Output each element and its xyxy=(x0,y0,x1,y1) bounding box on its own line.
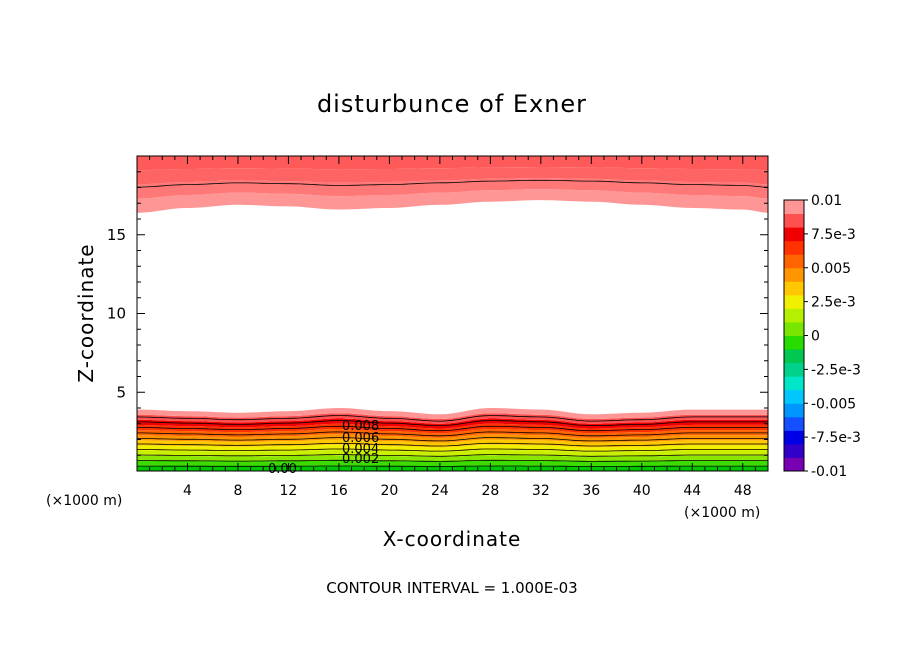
contour-line xyxy=(137,459,768,462)
colorbar-label: 0 xyxy=(811,329,820,345)
contour-line xyxy=(137,454,768,457)
colorbar-swatch xyxy=(784,362,804,377)
colorbar-swatch xyxy=(784,416,804,431)
colorbar-swatch xyxy=(784,403,804,418)
x-tick-label: 44 xyxy=(683,483,701,499)
y-tick-label: 5 xyxy=(116,383,126,401)
colorbar-swatch xyxy=(784,389,804,404)
colorbar-swatch xyxy=(784,376,804,391)
colorbar-label: 2.5e-3 xyxy=(811,295,856,311)
contour-band xyxy=(137,423,768,434)
contour-band xyxy=(137,178,768,199)
x-tick-label: 4 xyxy=(183,483,192,499)
contour-line xyxy=(137,425,768,432)
contour-label: 0.00 xyxy=(268,462,297,477)
chart-title: disturbunce of Exner xyxy=(317,90,587,118)
colorbar-swatch xyxy=(784,321,804,336)
x-tick-label: 12 xyxy=(280,483,298,499)
colorbar-label: -7.5e-3 xyxy=(811,430,861,446)
contour-band xyxy=(137,455,768,462)
x-tick-label: 36 xyxy=(582,483,600,499)
colorbar-swatch xyxy=(784,213,804,228)
colorbar-swatch xyxy=(784,294,804,309)
contour-band xyxy=(137,189,768,213)
x-unit-label-left: (×1000 m) xyxy=(46,493,122,509)
colorbar-swatch xyxy=(784,349,804,364)
contour-line xyxy=(137,437,768,442)
colorbar-swatch xyxy=(784,254,804,269)
x-tick-label: 16 xyxy=(330,483,348,499)
contour-band xyxy=(137,408,768,419)
plot-area xyxy=(137,156,768,471)
colorbar xyxy=(784,200,804,472)
contour-band xyxy=(137,418,768,429)
x-tick-label: 20 xyxy=(380,483,398,499)
contour-band xyxy=(137,167,768,185)
colorbar-swatch xyxy=(784,457,804,472)
colorbar-label: -0.01 xyxy=(811,464,847,480)
x-tick-label: 32 xyxy=(532,483,550,499)
contour-line xyxy=(137,179,768,188)
y-tick-label: 15 xyxy=(107,226,126,244)
contour-line xyxy=(137,465,768,467)
x-axis-ticks: 4 8 12 16 20 24 28 32 36 40 44 48 xyxy=(149,156,756,499)
x-axis-label: X-coordinate xyxy=(383,527,522,551)
colorbar-swatch xyxy=(784,267,804,282)
contour-label: 0.008 xyxy=(342,419,379,434)
colorbar-swatch xyxy=(784,443,804,458)
contour-line xyxy=(137,442,768,447)
contour-line xyxy=(137,448,768,452)
contour-label: 0.006 xyxy=(342,431,379,446)
x-tick-label: 28 xyxy=(481,483,499,499)
colorbar-swatch xyxy=(784,430,804,445)
contour-label: 0.004 xyxy=(342,442,379,457)
contour-label: 0.002 xyxy=(342,452,379,467)
colorbar-swatch xyxy=(784,240,804,255)
x-tick-label: 40 xyxy=(633,483,651,499)
colorbar-swatch xyxy=(784,308,804,323)
x-tick-label: 48 xyxy=(734,483,752,499)
colorbar-swatch xyxy=(784,200,804,215)
colorbar-label: 0.005 xyxy=(811,261,851,277)
contour-band xyxy=(137,460,768,467)
colorbar-label: 7.5e-3 xyxy=(811,227,856,243)
colorbar-swatch xyxy=(784,281,804,296)
contour-band xyxy=(137,156,768,171)
colorbar-labels: -0.01 -7.5e-3 -0.005 -2.5e-3 0 2.5e-3 0.005 7.5… xyxy=(804,193,861,480)
colorbar-label: -0.005 xyxy=(811,396,856,412)
contour-line xyxy=(137,415,768,422)
colorbar-label: 0.01 xyxy=(811,193,842,209)
contour-line xyxy=(137,420,768,426)
x-tick-label: 24 xyxy=(431,483,449,499)
contour-line xyxy=(137,431,768,437)
contour-interval-note: CONTOUR INTERVAL = 1.000E-03 xyxy=(326,579,577,597)
y-axis-label: Z-coordinate xyxy=(74,243,98,382)
colorbar-swatch xyxy=(784,227,804,242)
y-axis-ticks: 5 10 15 xyxy=(107,171,768,456)
upper-contour-bands xyxy=(137,156,768,213)
x-unit-label-right: (×1000 m) xyxy=(684,505,760,521)
colorbar-swatch xyxy=(784,335,804,350)
x-tick-label: 8 xyxy=(233,483,242,499)
y-tick-label: 10 xyxy=(107,305,126,323)
contour-lines xyxy=(137,179,768,467)
colorbar-label: -2.5e-3 xyxy=(811,362,861,378)
